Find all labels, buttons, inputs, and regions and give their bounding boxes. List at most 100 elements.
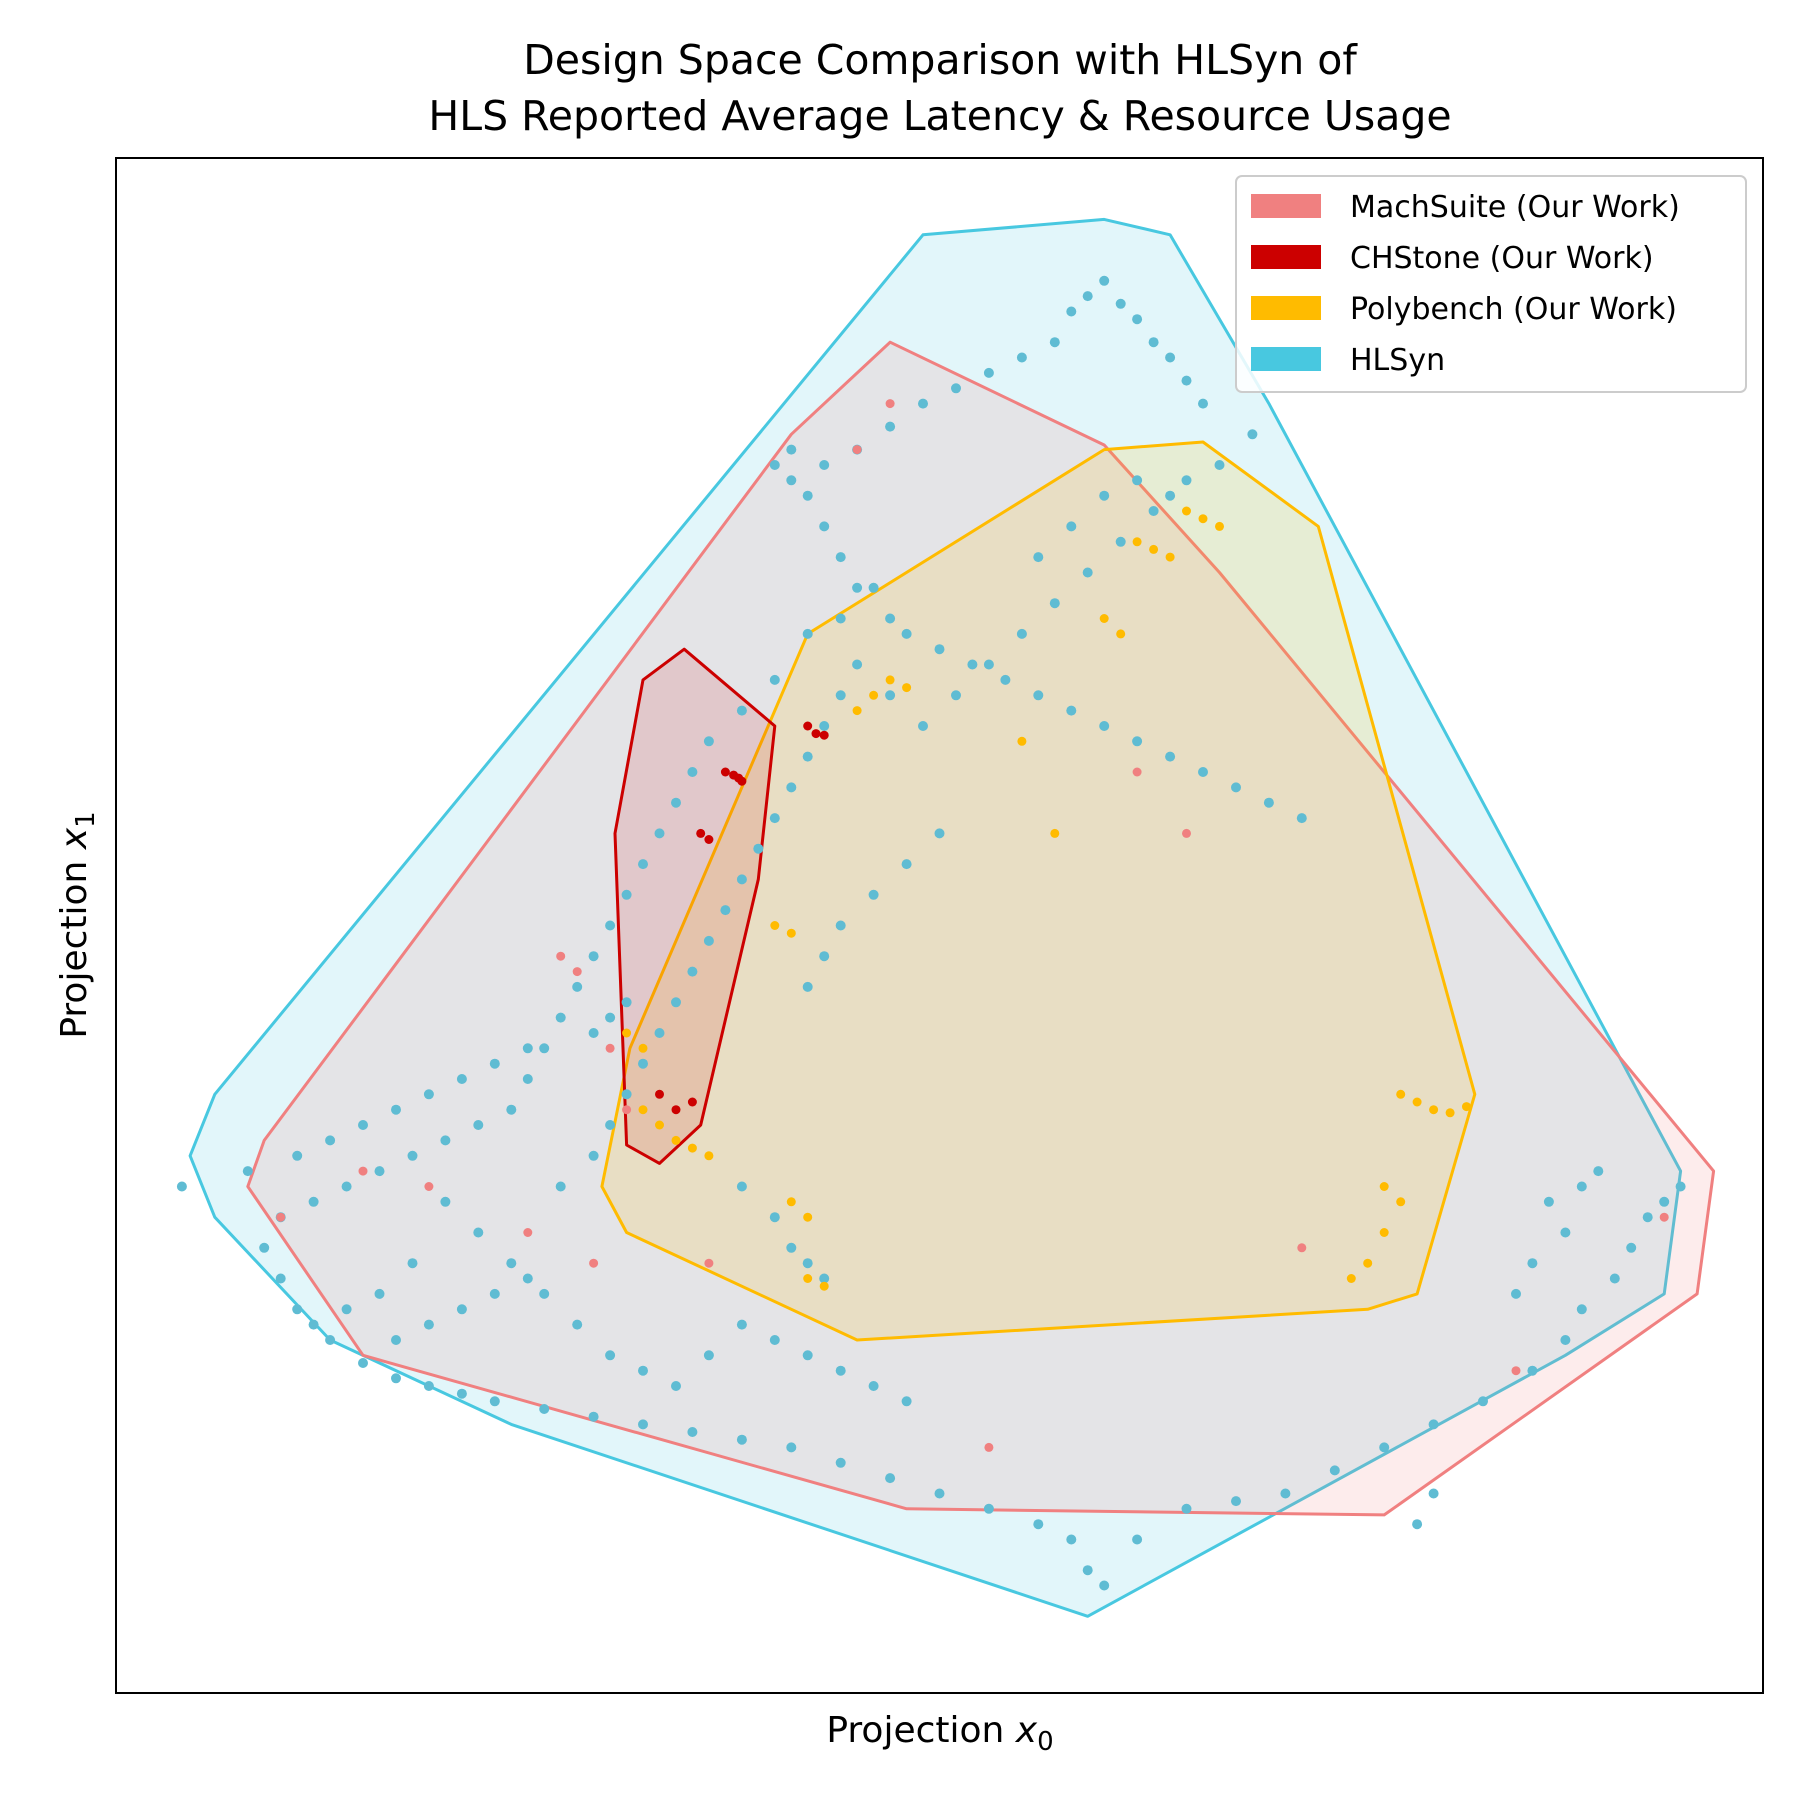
data-point [1445,1108,1455,1118]
data-point [308,1196,319,1207]
data-point [638,859,648,870]
data-point [1165,751,1176,762]
data-point [704,835,714,844]
data-point [1050,828,1060,838]
data-point [1132,537,1142,547]
data-point [308,1319,319,1330]
legend-swatch-polybench [1251,296,1321,320]
data-point [852,582,863,593]
data-point [885,675,895,685]
data-point [868,1381,879,1391]
data-point [1066,521,1077,532]
data-point [489,1058,500,1069]
data-point [605,920,616,931]
data-point [885,1473,896,1484]
data-point [1297,1243,1307,1253]
data-point [523,1228,533,1237]
data-point [1346,1274,1356,1283]
data-point [1329,1465,1340,1476]
data-point [621,889,632,900]
data-point [770,921,780,930]
data-point [918,721,928,731]
data-point [736,874,747,885]
data-point [671,1135,681,1145]
x-axis-label-prefix: Projection [826,1710,1015,1751]
data-point [951,383,961,394]
polybench-region [600,440,1477,1342]
data-point [1181,375,1192,386]
data-point [967,659,978,670]
data-point [391,1335,401,1345]
data-point [1462,1102,1471,1112]
data-point [819,460,830,470]
data-point [687,1427,698,1437]
chstone-points [655,721,829,1115]
data-point [835,1365,846,1376]
data-point [292,1304,303,1315]
plot-area [176,217,1716,1618]
data-point [819,730,829,740]
data-point [1379,1228,1389,1237]
data-point [1527,1258,1538,1269]
legend-label-polybench: Polybench (Our Work) [1350,292,1677,327]
data-point [983,367,994,378]
data-point [737,776,747,786]
data-point [621,997,632,1008]
data-point [638,1365,648,1376]
data-point [522,1074,533,1084]
data-point [621,1089,632,1100]
data-point [786,928,796,938]
data-point [176,1181,187,1192]
data-point [588,951,599,962]
data-point [655,1120,664,1130]
data-point [835,1457,846,1468]
data-point [1429,1105,1439,1115]
data-point [720,905,731,916]
data-point [852,659,863,670]
data-point [1033,690,1044,701]
data-point [325,1135,336,1146]
hlsyn-region [188,217,1683,1618]
data-point [1148,337,1159,348]
data-point [341,1304,352,1315]
data-point [358,1166,368,1176]
polybench-points [622,506,1471,1291]
x-axis-label-variable: x [1015,1710,1038,1751]
data-point [1659,1196,1670,1207]
data-point [1280,1488,1291,1499]
data-point [736,1434,747,1445]
data-point [951,690,961,701]
data-point [885,421,896,432]
data-point [374,1288,385,1299]
data-point [622,1105,632,1115]
data-point [1115,298,1126,309]
data-point [1099,721,1110,731]
data-point [1181,475,1192,486]
data-point [1543,1196,1554,1207]
data-point [803,1274,813,1283]
data-point [522,1273,533,1284]
hlsyn-points [176,275,1686,1591]
data-point [1148,506,1159,516]
data-point [802,981,813,992]
data-point [1099,490,1110,501]
legend-swatch-machsuite [1251,194,1321,218]
data-point [423,1319,434,1330]
data-point [1099,275,1110,286]
data-point [572,981,583,992]
data-point [869,690,879,700]
data-point [803,1212,813,1222]
data-point [687,767,698,777]
data-point [1165,552,1175,562]
data-point [1626,1242,1637,1253]
data-point [638,1105,648,1115]
x-axis-label: Projection x0 [826,1710,1053,1757]
data-point [1379,1442,1390,1453]
data-point [671,1381,681,1391]
data-point [1149,544,1159,554]
data-point [440,1135,451,1146]
data-point [259,1242,270,1253]
data-point [901,1396,912,1407]
data-point [696,828,706,838]
machsuite-region [246,340,1716,1517]
